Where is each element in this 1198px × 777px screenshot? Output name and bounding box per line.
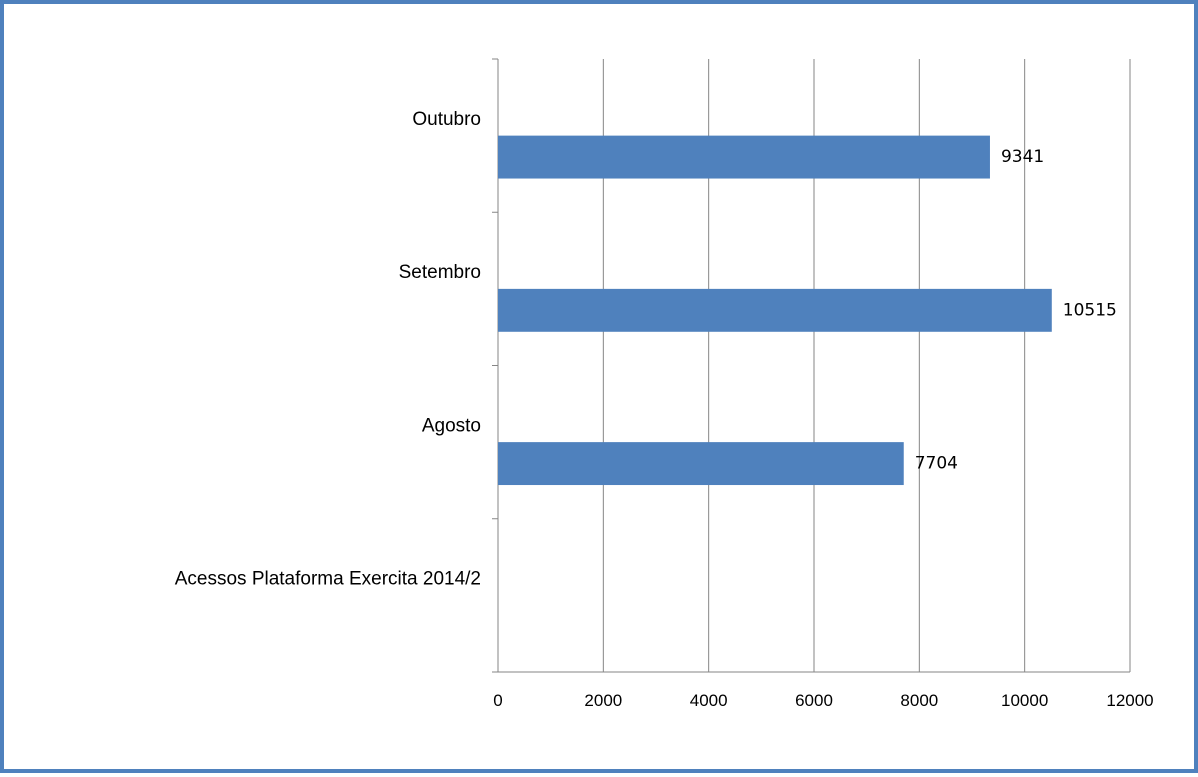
bar-chart: 0 2000 4000 6000 8000 10000 12000 Acessos Plata… [175,58,1154,710]
data-label: 10515 [1063,300,1117,320]
data-label: 7704 [915,454,958,474]
x-tick-label: 8000 [900,691,938,710]
bars [498,135,1052,486]
x-tick-label: 12000 [1106,691,1153,710]
category-label: Acessos Plataforma Exercita 2014/2 [175,569,481,590]
category-label: Outubro [412,109,481,130]
bar-outubro [498,135,990,179]
category-label: Agosto [422,415,481,436]
bar-setembro [498,288,1052,332]
x-tick-label: 4000 [690,691,728,710]
labels: 0 2000 4000 6000 8000 10000 12000 Acessos Plata… [175,109,1154,710]
x-tick-label: 6000 [795,691,833,710]
category-label: Setembro [399,262,481,283]
x-tick-label: 0 [493,691,502,710]
bar-agosto [498,442,904,486]
x-tick-label: 10000 [1001,691,1048,710]
data-label: 9341 [1001,147,1044,167]
x-tick-label: 2000 [584,691,622,710]
